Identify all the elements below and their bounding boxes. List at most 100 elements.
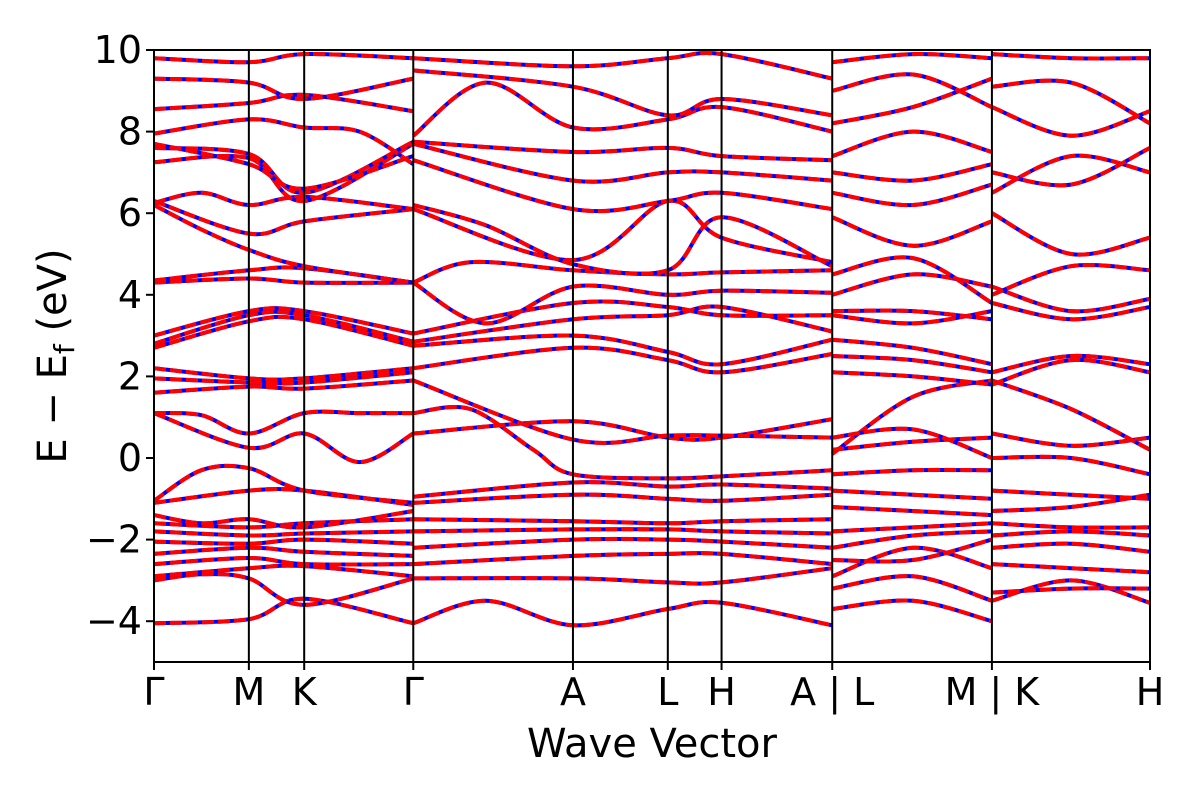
x-tick-label: H xyxy=(707,670,736,714)
band-51 xyxy=(412,141,833,184)
band-54 xyxy=(413,68,833,118)
band-33-spin-up xyxy=(413,551,833,567)
band-103 xyxy=(991,52,1150,61)
band-96 xyxy=(991,284,1150,314)
band-53 xyxy=(412,80,833,138)
band-28 xyxy=(154,92,414,114)
band-4 xyxy=(154,545,414,558)
band-36 xyxy=(413,517,833,526)
band-95 xyxy=(991,301,1150,322)
band-102-spin-up xyxy=(991,78,1150,126)
band-2-spin-up xyxy=(154,563,414,579)
band-98-spin-down xyxy=(990,211,1150,257)
band-79-spin-up xyxy=(831,76,993,126)
x-tick-label: M xyxy=(232,670,265,714)
plot-frame xyxy=(153,49,1151,663)
y-title-part-5: (eV) xyxy=(30,248,76,344)
band-85-spin-up xyxy=(991,541,1150,554)
band-10 xyxy=(154,463,414,505)
band-58-spin-up xyxy=(831,545,993,579)
band-31 xyxy=(412,598,833,628)
y-tick-label: 2 xyxy=(118,354,142,398)
band-89 xyxy=(991,488,1150,501)
band-7-spin-up xyxy=(154,517,414,530)
band-78-spin-down xyxy=(831,129,993,159)
band-63 xyxy=(832,488,993,501)
band-66-spin-up xyxy=(832,435,993,452)
band-21 xyxy=(154,203,414,285)
band-48 xyxy=(412,198,833,265)
band-14-spin-up xyxy=(154,370,414,386)
band-80 xyxy=(831,72,993,109)
band-29 xyxy=(154,76,414,102)
band-82 xyxy=(991,578,1150,605)
band-59-spin-up xyxy=(832,537,993,564)
band-64 xyxy=(832,467,992,477)
band-102 xyxy=(991,78,1150,126)
band-36-spin-up xyxy=(413,517,833,526)
band-92 xyxy=(991,378,1150,452)
band-37 xyxy=(413,492,833,505)
band-78-spin-up xyxy=(831,129,993,159)
band-8-spin-up xyxy=(154,509,414,530)
band-46-spin-up xyxy=(412,280,833,326)
y-title-subscript: f xyxy=(48,343,81,354)
band-55-spin-up xyxy=(413,51,833,81)
band-86 xyxy=(991,529,1150,538)
band-48-spin-up xyxy=(412,198,833,265)
band-75-spin-down xyxy=(831,215,993,248)
band-74 xyxy=(831,255,993,305)
band-68 xyxy=(832,370,993,387)
band-37-spin-up xyxy=(413,492,833,505)
band-75 xyxy=(831,215,993,248)
band-83-spin-up xyxy=(991,586,1150,595)
band-16 xyxy=(154,314,414,350)
band-71-spin-up xyxy=(831,309,993,326)
band-15 xyxy=(154,366,414,382)
band-23-spin-up xyxy=(154,190,414,212)
band-57 xyxy=(831,574,993,603)
band-43-spin-up xyxy=(413,333,833,367)
band-12-spin-up xyxy=(154,409,414,436)
band-101-spin-up xyxy=(991,105,1150,138)
band-66 xyxy=(832,435,993,452)
band-91-spin-up xyxy=(991,431,1150,448)
band-1 xyxy=(154,572,414,607)
band-22 xyxy=(154,199,414,237)
band-45 xyxy=(412,299,833,336)
y-tick-label: 4 xyxy=(118,273,142,317)
band-26 xyxy=(154,141,414,191)
band-19-spin-up xyxy=(154,276,414,285)
band-87-spin-up xyxy=(991,521,1150,530)
band-32-spin-up xyxy=(413,566,833,586)
band-2 xyxy=(154,563,414,579)
x-tick-label: H xyxy=(1136,670,1165,714)
band-32 xyxy=(413,566,833,586)
band-76 xyxy=(831,182,993,208)
band-77 xyxy=(831,162,993,183)
band-45-spin-up xyxy=(412,299,833,336)
band-61 xyxy=(832,521,993,534)
band-76-spin-up xyxy=(831,182,993,208)
band-26-spin-up xyxy=(154,141,414,191)
band-61-spin-up xyxy=(832,521,993,534)
band-82-spin-up xyxy=(991,578,1150,605)
band-75-spin-up xyxy=(831,215,993,248)
band-72 xyxy=(832,308,993,322)
band-1-spin-up xyxy=(154,572,414,607)
y-tick-label: 6 xyxy=(118,191,142,235)
band-43 xyxy=(413,333,833,367)
band-6-spin-up xyxy=(154,529,414,538)
band-50 xyxy=(412,158,833,214)
band-35 xyxy=(413,527,833,536)
band-67-spin-up xyxy=(831,426,993,460)
band-84 xyxy=(991,562,1150,575)
band-79 xyxy=(831,76,993,126)
band-41-spin-up xyxy=(412,378,833,445)
band-33 xyxy=(413,551,833,567)
band-9-spin-up xyxy=(154,486,414,507)
band-17 xyxy=(154,309,414,346)
band-83 xyxy=(991,586,1150,595)
band-98 xyxy=(990,211,1150,257)
band-86-spin-up xyxy=(991,529,1150,538)
